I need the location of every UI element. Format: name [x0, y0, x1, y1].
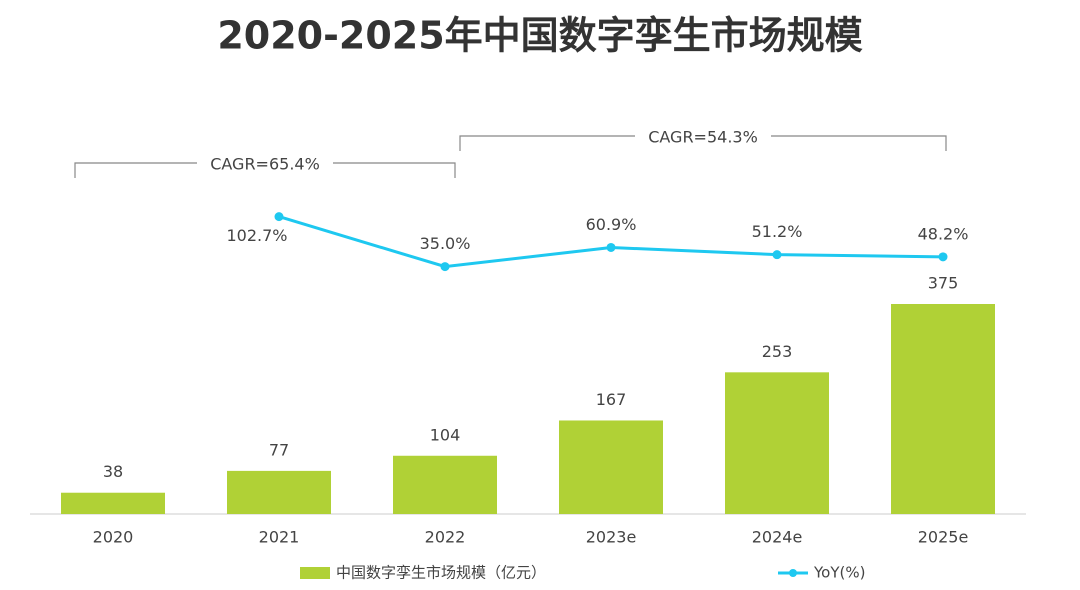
bar — [61, 492, 165, 514]
line-value-label: 102.7% — [226, 226, 287, 245]
legend-swatch-dot — [789, 569, 797, 577]
line-point — [606, 242, 616, 252]
legend-label: YoY(%) — [813, 564, 865, 582]
bar — [725, 372, 829, 514]
bar — [227, 470, 331, 514]
line-value-label: 51.2% — [752, 222, 803, 241]
line-value-label: 35.0% — [420, 234, 471, 253]
x-tick-label: 2020 — [93, 528, 134, 547]
line-point — [772, 250, 782, 260]
line-value-label: 48.2% — [918, 224, 969, 243]
chart-title: 2020-2025年中国数字孪生市场规模 — [217, 14, 862, 58]
bar-value-label: 38 — [103, 462, 123, 481]
cagr-bracket — [459, 135, 947, 151]
bar-value-label: 77 — [269, 440, 289, 459]
bar-value-label: 375 — [928, 274, 959, 293]
bar — [891, 304, 995, 514]
x-tick-label: 2024e — [752, 528, 803, 547]
line-point — [938, 252, 948, 262]
bar — [559, 420, 663, 514]
legend-swatch — [300, 567, 330, 579]
bar-value-label: 253 — [762, 342, 793, 361]
bar — [393, 455, 497, 514]
line-point — [274, 212, 284, 222]
x-tick-label: 2023e — [586, 528, 637, 547]
cagr-label: CAGR=65.4% — [210, 155, 320, 174]
x-tick-label: 2022 — [425, 528, 466, 547]
line-point — [440, 262, 450, 272]
x-tick-label: 2025e — [918, 528, 969, 547]
legend-label: 中国数字孪生市场规模（亿元） — [336, 564, 546, 582]
bar-value-label: 104 — [430, 425, 461, 444]
bar-value-label: 167 — [596, 390, 627, 409]
cagr-bracket — [74, 162, 456, 178]
line-value-label: 60.9% — [586, 215, 637, 234]
x-tick-label: 2021 — [259, 528, 300, 547]
cagr-label: CAGR=54.3% — [648, 128, 758, 147]
